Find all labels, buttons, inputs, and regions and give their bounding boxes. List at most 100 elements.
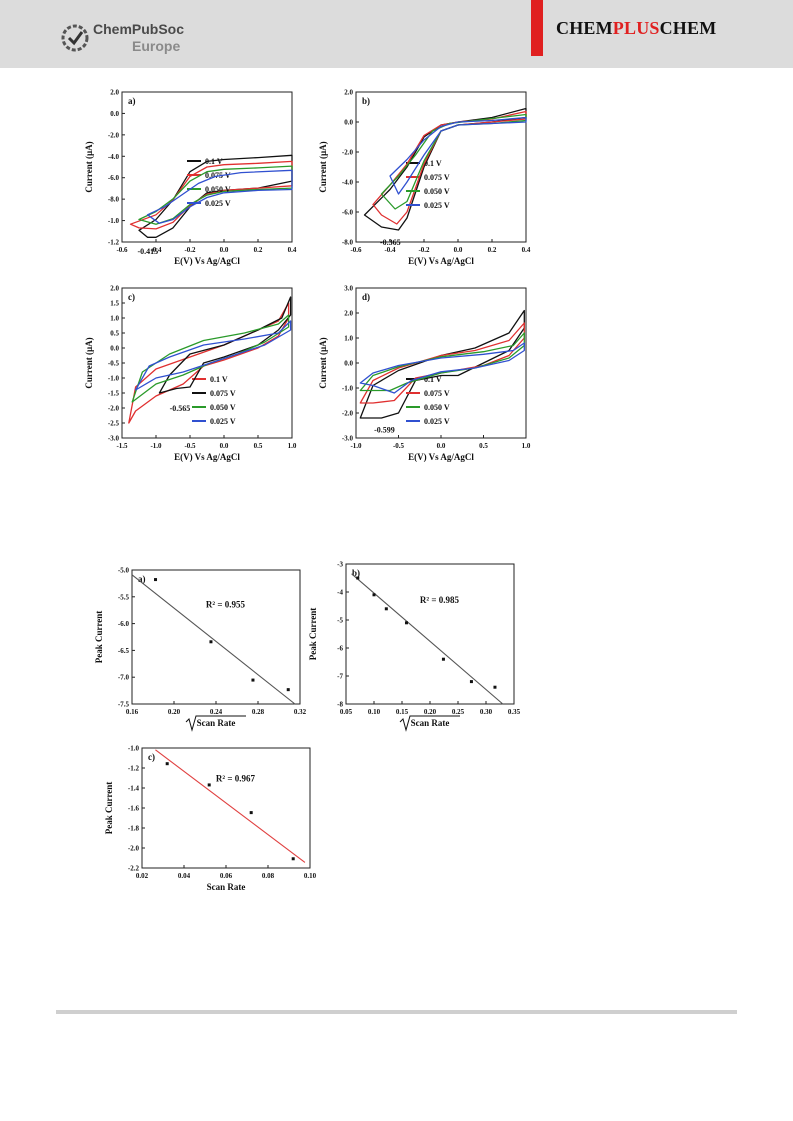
x-tick-label: 0.05	[340, 708, 353, 716]
y-tick-label: -4	[337, 589, 343, 597]
y-tick-label: 0.0	[344, 360, 353, 368]
x-tick-label: 0.16	[126, 708, 139, 716]
y-axis-label: Current (µA)	[318, 337, 328, 388]
legend-label: 0.050 V	[424, 187, 450, 196]
panel-label: c)	[148, 752, 155, 762]
x-tick-label: 0.2	[488, 246, 497, 254]
y-tick-label: -7.5	[118, 701, 130, 709]
x-axis-label: E(V) Vs Ag/AgCl	[174, 452, 240, 462]
legend-label: 0.025 V	[210, 417, 236, 426]
y-tick-label: 2.0	[110, 285, 119, 293]
cv-chart-d: -1.0 -0.5 0.0 0.5 1.0 3.0 2.0 1.0 0.0 -1.0 -2.0 -3.…	[318, 285, 531, 463]
y-tick-label: -2.0	[342, 149, 354, 157]
x-tick-label: 0.30	[480, 708, 493, 716]
r-squared-annotation: R² = 0.985	[420, 595, 460, 605]
y-tick-label: -5	[337, 617, 343, 625]
legend-label: 0.1 V	[210, 375, 228, 384]
legend-label: 0.075 V	[424, 173, 450, 182]
x-tick-label: -0.6	[116, 246, 128, 254]
data-point	[165, 762, 169, 766]
y-tick-label: -1.0	[108, 217, 120, 225]
y-tick-label: -2.5	[108, 420, 120, 428]
legend-label: 0.025 V	[424, 417, 450, 426]
x-axis-label: Scan Rate	[197, 718, 236, 728]
x-tick-label: 0.06	[220, 872, 233, 880]
data-point	[441, 657, 445, 661]
legend-label: 0.050 V	[424, 403, 450, 412]
y-tick-label: -1.5	[108, 390, 120, 398]
x-axis-label: E(V) Vs Ag/AgCl	[408, 452, 474, 462]
legend-label: 0.025 V	[424, 201, 450, 210]
x-tick-label: -0.5	[393, 442, 405, 450]
peak-annotation: -0.565	[170, 404, 191, 413]
cv-chart-a: -0.6 -0.4 -0.2 0.0 0.2 0.4 2.0 0.0 -2.0 -4.0 -6.0 -…	[84, 89, 297, 267]
panel-label: c)	[128, 292, 135, 302]
publisher-name: ChemPubSoc	[93, 21, 185, 37]
y-tick-label: -6.5	[118, 647, 130, 655]
data-point	[251, 678, 255, 682]
y-tick-label: -1.0	[128, 745, 140, 753]
panel-label: a)	[128, 96, 136, 106]
y-tick-label: -1.0	[108, 375, 120, 383]
y-tick-label: 0.0	[110, 110, 119, 118]
x-tick-label: 0.2	[254, 246, 263, 254]
legend-label: 0.050 V	[205, 185, 231, 194]
page-header: ChemPubSoc Europe CHEMPLUSCHEM	[0, 0, 793, 68]
cv-curve-0	[359, 309, 525, 419]
x-tick-label: -0.2	[184, 246, 196, 254]
y-tick-label: -7.0	[118, 674, 130, 682]
panel-label: b)	[352, 568, 360, 578]
chempubsoc-logo-icon	[61, 24, 89, 52]
y-tick-label: -2.0	[342, 410, 354, 418]
y-tick-label: -6.0	[342, 209, 354, 217]
y-tick-label: 2.0	[110, 89, 119, 97]
legend-label: 0.050 V	[210, 403, 236, 412]
x-tick-label: -1.5	[116, 442, 128, 450]
y-tick-label: -2.0	[128, 845, 140, 853]
x-tick-label: 0.0	[220, 442, 229, 450]
x-tick-label: 0.0	[437, 442, 446, 450]
data-point	[154, 578, 158, 582]
peak-current-chart-b: 0.05 0.10 0.15 0.20 0.25 0.30 0.35 -3 -4 -5 -6 -7 -8…	[308, 561, 521, 732]
y-tick-label: -0.5	[108, 360, 120, 368]
plot-frame	[345, 563, 515, 705]
x-axis-label: E(V) Vs Ag/AgCl	[174, 256, 240, 266]
x-tick-label: -0.5	[184, 442, 196, 450]
x-tick-label: 1.0	[522, 442, 531, 450]
fit-line	[155, 749, 306, 863]
x-tick-label: 0.5	[254, 442, 263, 450]
x-tick-label: -1.0	[150, 442, 162, 450]
sqrt-icon	[399, 715, 460, 732]
x-tick-label: 1.0	[288, 442, 297, 450]
y-axis-label: Peak Current	[104, 782, 114, 835]
y-tick-label: -3	[337, 561, 343, 569]
accent-bar	[531, 0, 543, 56]
y-tick-label: -8	[337, 701, 343, 709]
x-tick-label: -0.4	[384, 246, 396, 254]
y-tick-label: 1.0	[344, 335, 353, 343]
legend-label: 0.1 V	[424, 375, 442, 384]
x-tick-label: 0.02	[136, 872, 149, 880]
legend-label: 0.075 V	[210, 389, 236, 398]
cv-curve-1	[158, 296, 292, 394]
data-point	[404, 621, 408, 625]
plot-frame	[355, 91, 527, 243]
y-axis-label: Current (µA)	[84, 141, 94, 192]
y-tick-label: -3.0	[342, 435, 354, 443]
y-tick-label: -2.0	[108, 131, 120, 139]
y-tick-label: 2.0	[344, 310, 353, 318]
peak-annotation: -0.599	[374, 426, 395, 435]
y-tick-label: -4.0	[108, 153, 120, 161]
legend-label: 0.1 V	[424, 159, 442, 168]
y-tick-label: 3.0	[344, 285, 353, 293]
y-tick-label: -8.0	[342, 239, 354, 247]
y-tick-label: 0.0	[344, 119, 353, 127]
x-tick-label: 0.32	[294, 708, 307, 716]
y-tick-label: 0.0	[110, 345, 119, 353]
x-tick-label: 0.0	[220, 246, 229, 254]
y-tick-label: -1.4	[128, 785, 140, 793]
y-tick-label: -4.0	[342, 179, 354, 187]
y-axis-label: Peak Current	[94, 611, 104, 664]
x-axis-label: Scan Rate	[411, 718, 450, 728]
y-tick-label: 1.0	[110, 315, 119, 323]
